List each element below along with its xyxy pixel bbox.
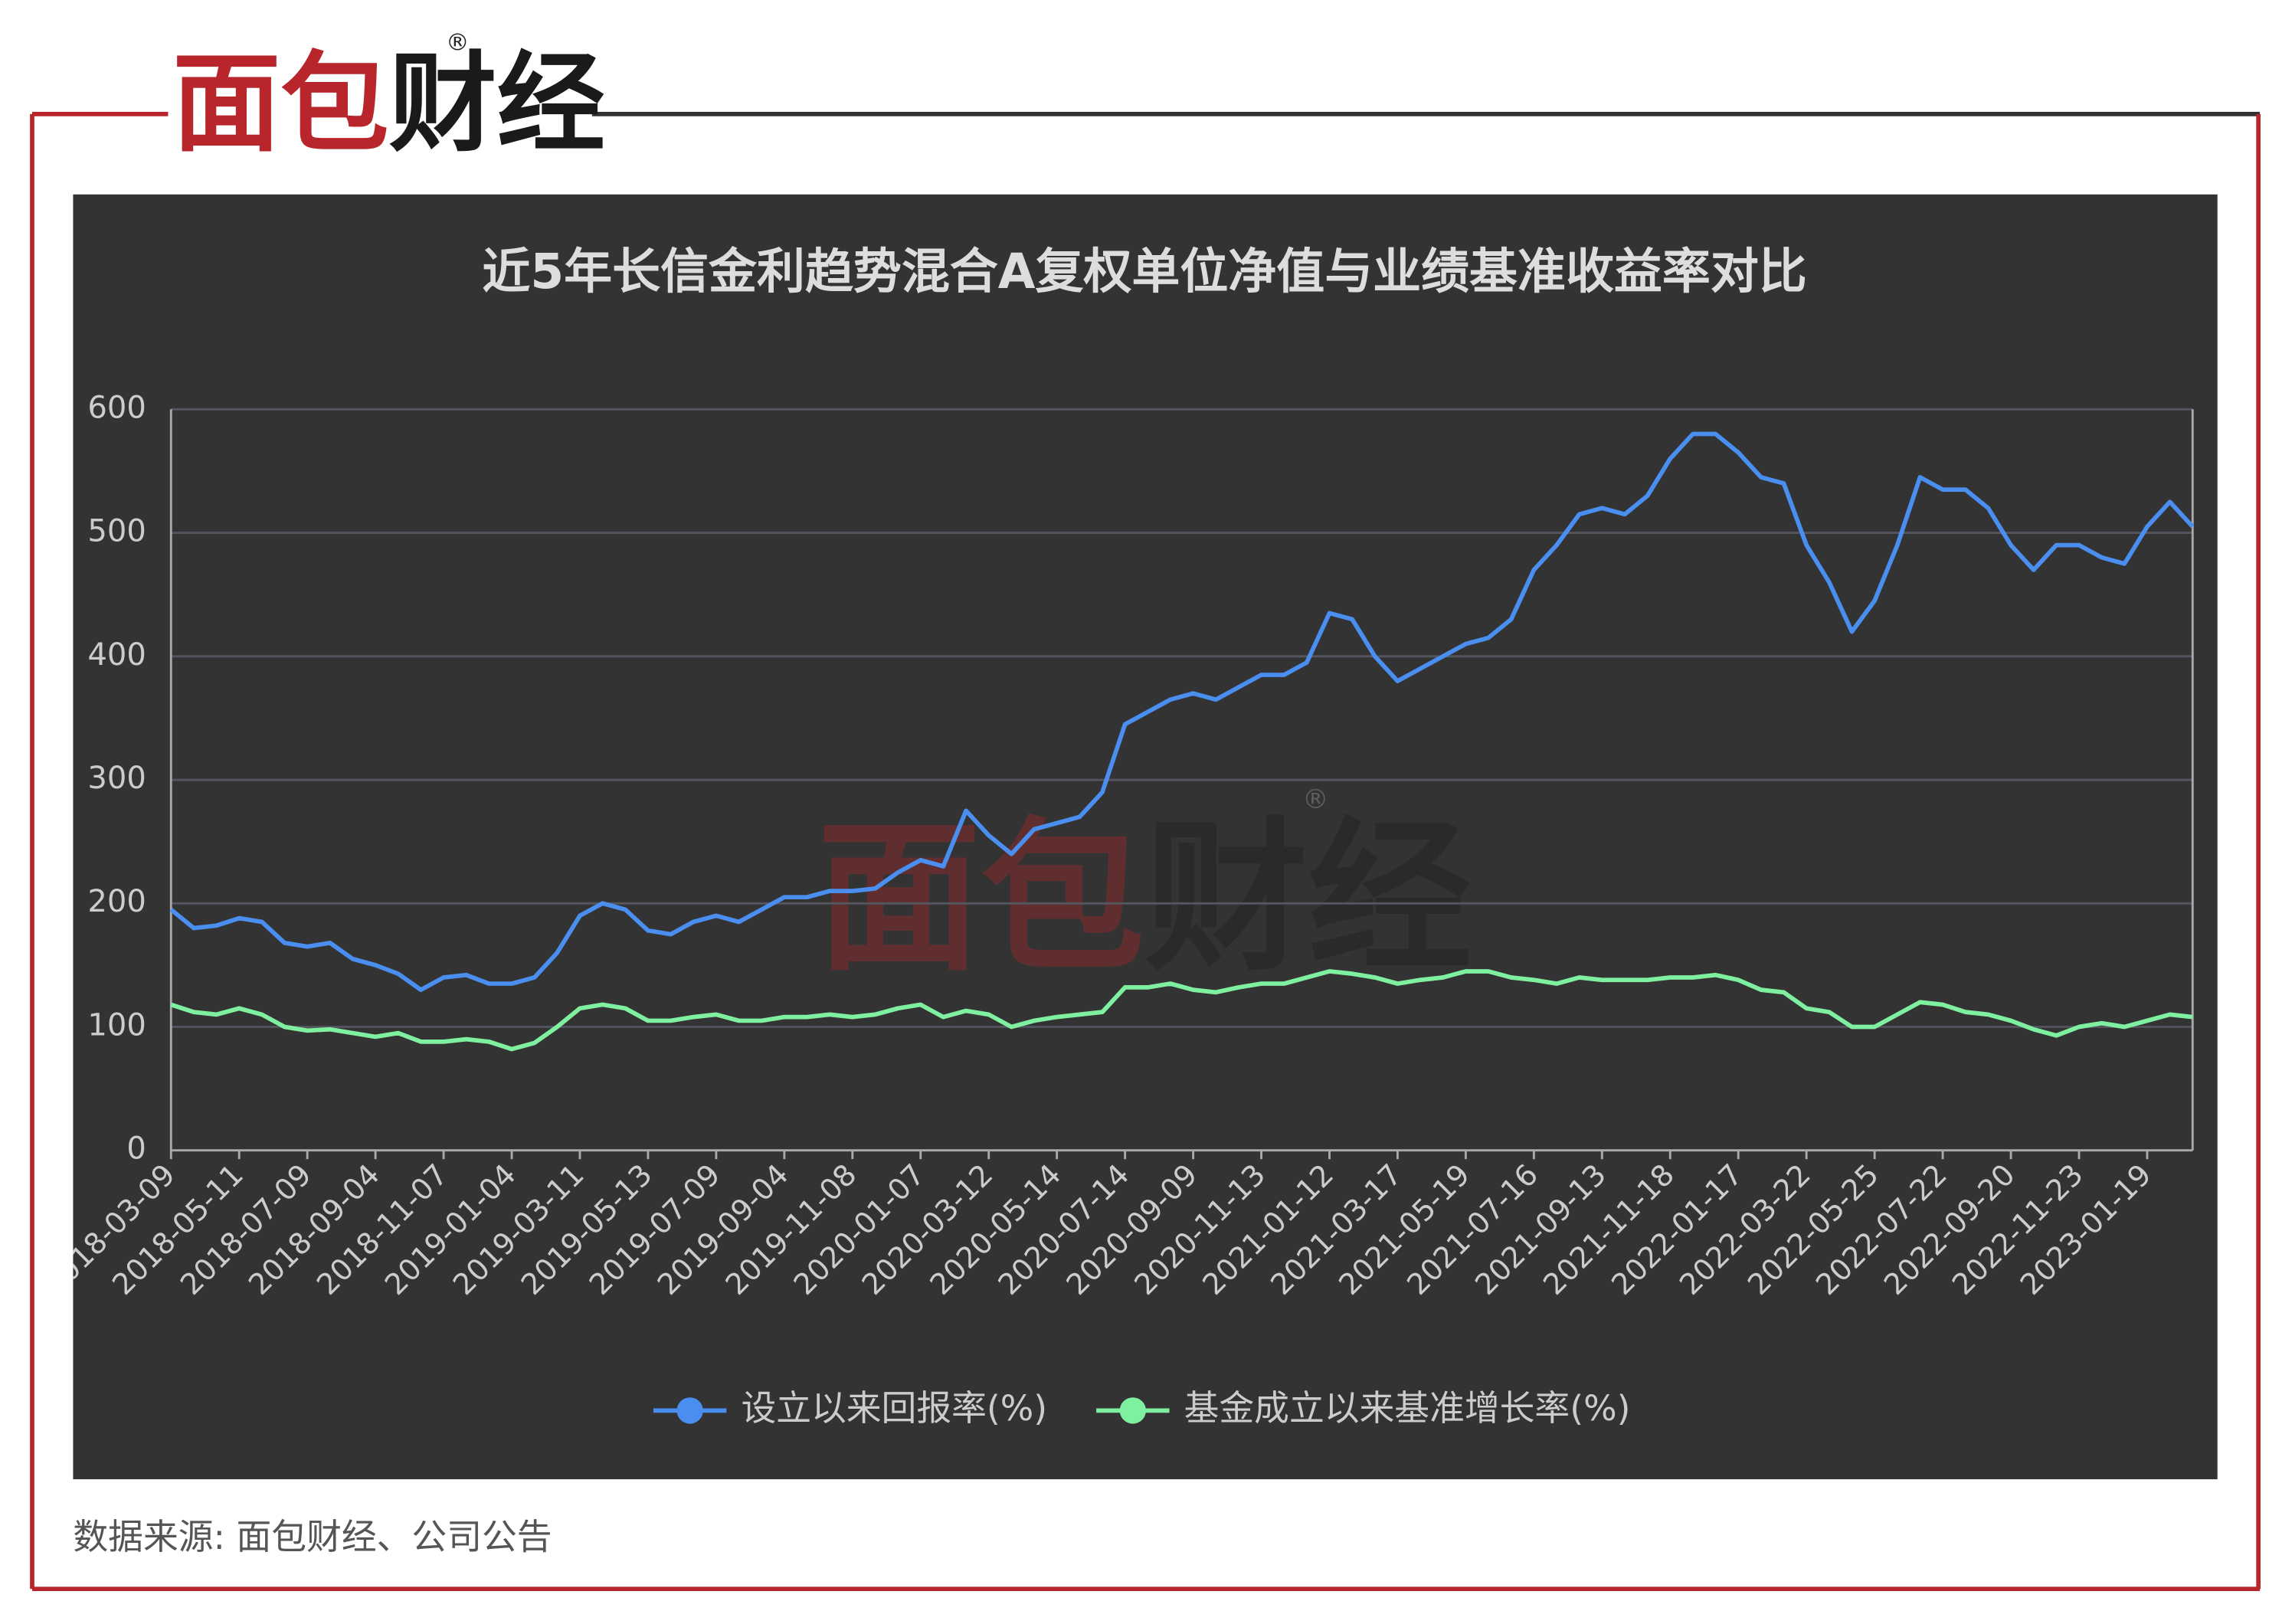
y-tick-label: 500 [87,514,146,549]
series-line [169,431,2195,992]
logo: 面包财经 [172,41,605,167]
legend-label: 基金成立以来基准增长率(%) [1184,1387,1631,1429]
watermark-mark: ® [1302,784,1328,815]
source-note: 数据来源: 面包财经、公司公告 [73,1516,552,1557]
watermark: 面包财经 [817,803,1472,993]
y-tick-label: 200 [87,884,146,919]
chart-title: 近5年长信金利趋势混合A复权单位净值与业绩基准收益率对比 [482,244,1806,300]
legend-marker [1119,1397,1146,1424]
y-tick-label: 400 [87,637,146,673]
y-tick-label: 600 [87,390,146,425]
series-line [170,969,2193,1052]
y-tick-label: 0 [126,1131,146,1167]
y-tick-label: 300 [87,761,146,796]
legend-label: 设立以来回报率(%) [741,1387,1047,1429]
y-tick-label: 100 [87,1008,146,1043]
logo-mark: ® [446,30,470,57]
legend-marker [676,1397,703,1424]
